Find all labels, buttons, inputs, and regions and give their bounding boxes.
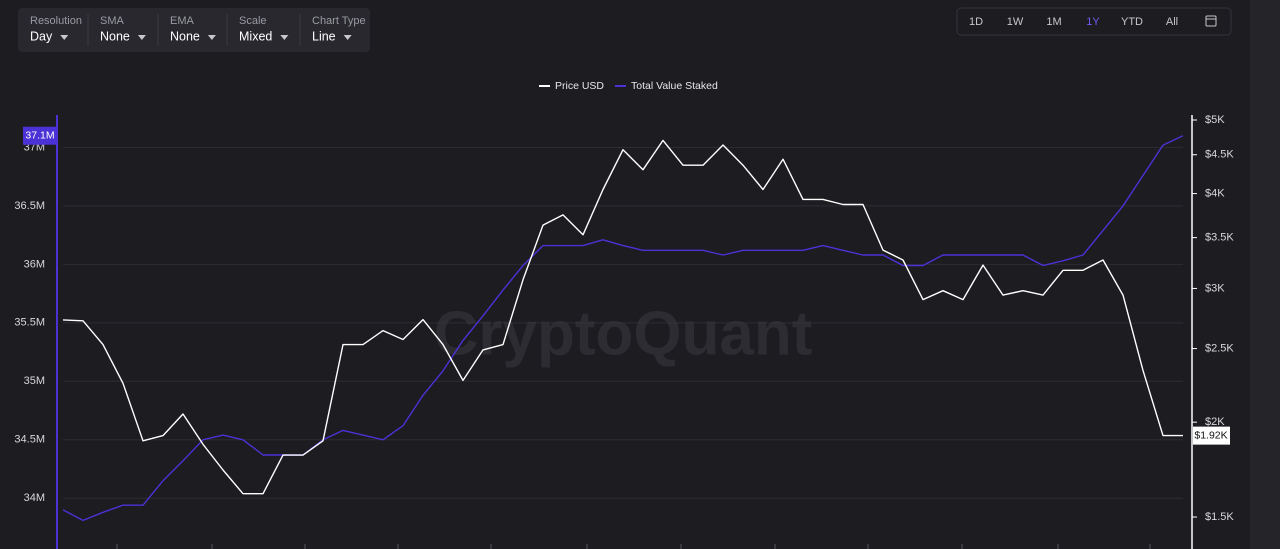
y-tick-label: 36M (24, 258, 45, 270)
range-button[interactable]: 1D (969, 16, 983, 28)
selector-label: Scale (239, 15, 267, 27)
selector[interactable]: Scale Mixed (226, 14, 289, 46)
dropdown-caret (137, 35, 146, 40)
dropdown-caret (60, 35, 69, 40)
y2-tick-label: $4K (1205, 187, 1225, 199)
side-panel (1250, 0, 1280, 549)
range-button[interactable]: All (1166, 16, 1178, 28)
legend-label: Price USD (555, 80, 604, 92)
last-value-box (1193, 426, 1230, 445)
range-button[interactable]: 1M (1046, 16, 1061, 28)
y-tick-label: 34M (24, 492, 45, 504)
legend-item[interactable]: Total Value Staked (615, 80, 718, 92)
calendar-button[interactable] (1205, 15, 1217, 27)
y-tick-label: 35.5M (14, 317, 45, 329)
selector-label: EMA (170, 15, 195, 27)
legend-label: Total Value Staked (631, 80, 718, 92)
legend-item[interactable]: Price USD (539, 80, 604, 92)
y-tick-label: 36.5M (14, 200, 45, 212)
last-value-label: 37.1M (25, 130, 54, 142)
calendar-icon (1205, 15, 1217, 27)
x-ticks (116, 544, 1151, 549)
y2-tick-label: $5K (1205, 114, 1225, 126)
last-value-label: $1.92K (1194, 429, 1227, 441)
selector-value: None (170, 29, 200, 43)
y2-tick-label: $2.5K (1205, 342, 1234, 354)
selector-label: Chart Type (312, 15, 366, 27)
series-line (62, 139, 1183, 495)
y2-tick-label: $2K (1205, 416, 1225, 428)
background (0, 0, 1250, 549)
selector[interactable]: EMA None (157, 14, 216, 46)
selector[interactable]: Resolution Day (30, 15, 82, 43)
dropdown-caret (343, 35, 352, 40)
y-tick-label: 35M (24, 375, 45, 387)
y2-tick-label: $3.5K (1205, 232, 1234, 244)
selector-value: Line (312, 29, 336, 43)
selector[interactable]: Chart Type Line (299, 14, 366, 46)
range-button[interactable]: 1Y (1086, 16, 1100, 28)
toolbar (18, 8, 370, 52)
range-button[interactable]: 1W (1007, 16, 1024, 28)
selector-value: Mixed (239, 29, 272, 43)
selector[interactable]: SMA None (87, 14, 146, 46)
last-value-box (23, 126, 57, 145)
series-line (62, 135, 1184, 522)
selector-value: None (100, 29, 130, 43)
range-bar (956, 7, 1232, 36)
selector-label: Resolution (30, 15, 82, 27)
range-button[interactable]: YTD (1121, 16, 1143, 28)
watermark: CryptoQuant (434, 299, 813, 368)
dropdown-caret (207, 35, 216, 40)
y2-tick-label: $3K (1205, 282, 1225, 294)
y2-tick-label: $1.5K (1205, 511, 1234, 523)
dropdown-caret (280, 35, 289, 40)
selector-label: SMA (100, 15, 125, 27)
selector-value: Day (30, 29, 53, 43)
y-tick-label: 34.5M (14, 434, 45, 446)
y2-tick-label: $4.5K (1205, 149, 1234, 161)
